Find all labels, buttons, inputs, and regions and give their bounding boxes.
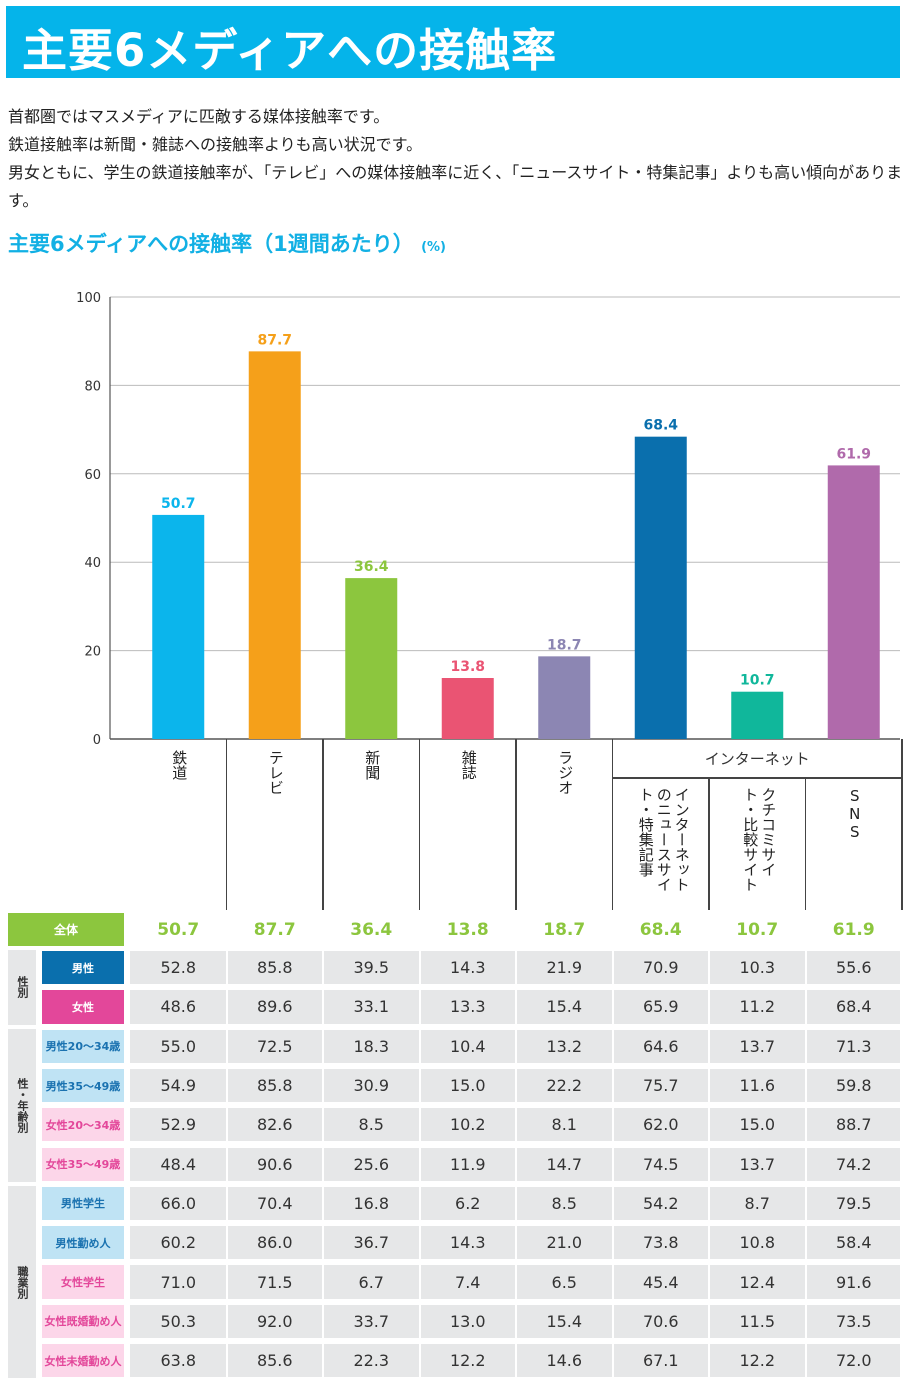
intro-line: 鉄道接触率は新聞・雑誌への接触率よりも高い状況です。 [8,135,423,154]
bar-value-label: 61.9 [836,446,871,462]
chart-title-text: 主要6メディアへの接触率（1週間あたり） [8,232,414,256]
bar-value-label: 87.7 [257,332,292,348]
bar-value-label: 13.8 [450,659,485,675]
bar-value-label: 50.7 [161,496,196,512]
bar-value-label: 10.7 [740,673,775,689]
y-tick-label: 100 [76,291,101,306]
y-tick-label: 20 [84,645,101,660]
bar-value-label: 68.4 [643,418,678,434]
chart-unit: (%) [421,240,446,255]
bar [152,514,205,739]
title-banner: 主要6メディアへの接触率 [6,6,900,78]
y-tick-label: 40 [84,556,101,571]
chart-title: 主要6メディアへの接触率（1週間あたり） (%) [8,228,446,258]
intro-text: 首都圏ではマスメディアに匹敵する媒体接触率です。 鉄道接触率は新聞・雑誌への接触… [8,103,904,215]
y-tick-label: 80 [84,379,101,394]
bar [345,578,398,739]
bar-value-label: 36.4 [354,559,389,575]
intro-line: 男女ともに、学生の鉄道接触率が、「テレビ」への媒体接触率に近く、「ニュースサイト… [8,163,903,210]
bar-value-label: 18.7 [547,637,582,653]
bar [538,656,591,739]
bar [441,678,494,739]
bar [634,436,687,739]
bar [827,465,880,739]
intro-line: 首都圏ではマスメディアに匹敵する媒体接触率です。 [8,107,390,126]
page-title: 主要6メディアへの接触率 [22,24,558,77]
bar [248,351,301,739]
bar [731,691,784,739]
y-tick-label: 0 [93,733,101,748]
y-tick-label: 60 [84,468,101,483]
